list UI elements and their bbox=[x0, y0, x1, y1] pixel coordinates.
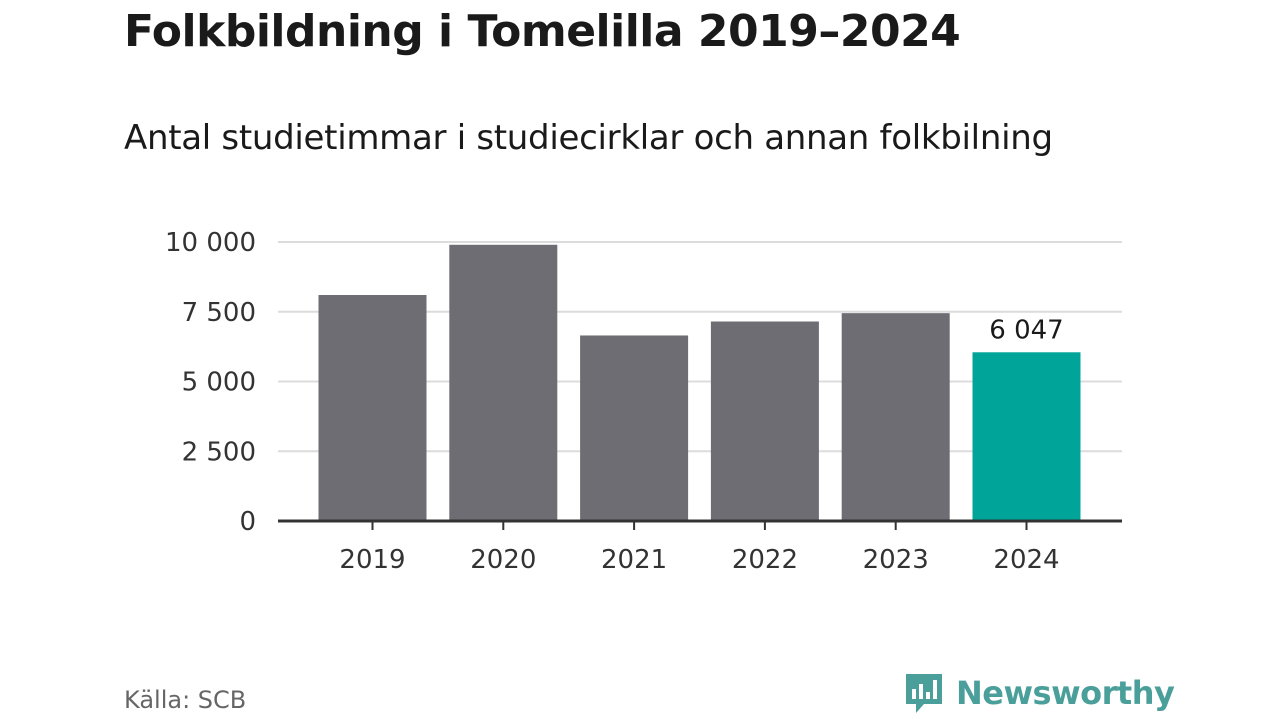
bar bbox=[318, 295, 427, 521]
x-tick-label: 2022 bbox=[732, 545, 798, 575]
axes bbox=[278, 519, 1122, 530]
x-tick-label: 2023 bbox=[863, 545, 929, 575]
newsworthy-logo-icon bbox=[906, 674, 942, 713]
x-tick-label: 2021 bbox=[601, 545, 667, 575]
chart-title: Folkbildning i Tomelilla 2019–2024 bbox=[124, 6, 961, 57]
brand-logo: Newsworthy bbox=[902, 670, 1175, 716]
x-tick-label: 2020 bbox=[470, 545, 536, 575]
y-tick-label: 10 000 bbox=[165, 228, 256, 258]
y-tick-label: 7 500 bbox=[182, 298, 256, 328]
x-tick-label: 2019 bbox=[339, 545, 405, 575]
data-label: 6 047 bbox=[989, 315, 1063, 345]
bar bbox=[841, 313, 950, 521]
bar bbox=[710, 321, 819, 521]
y-tick-label: 0 bbox=[239, 507, 256, 537]
bar bbox=[580, 335, 689, 521]
bar bbox=[449, 244, 558, 522]
bar bbox=[972, 352, 1081, 521]
chart-subtitle: Antal studietimmar i studiecirklar och a… bbox=[124, 118, 1053, 158]
brand-name: Newsworthy bbox=[956, 674, 1175, 712]
bar-chart: 0 2 500 5 000 7 500 10 000 2019 2020 2021 2022 20… bbox=[165, 228, 1122, 575]
x-tick-label: 2024 bbox=[993, 545, 1059, 575]
source-note: Källa: SCB bbox=[124, 686, 247, 714]
y-tick-label: 5 000 bbox=[182, 368, 256, 398]
bars bbox=[318, 244, 1081, 522]
y-tick-label: 2 500 bbox=[182, 437, 256, 467]
labels: 0 2 500 5 000 7 500 10 000 2019 2020 2021 2022 20… bbox=[165, 228, 1064, 575]
